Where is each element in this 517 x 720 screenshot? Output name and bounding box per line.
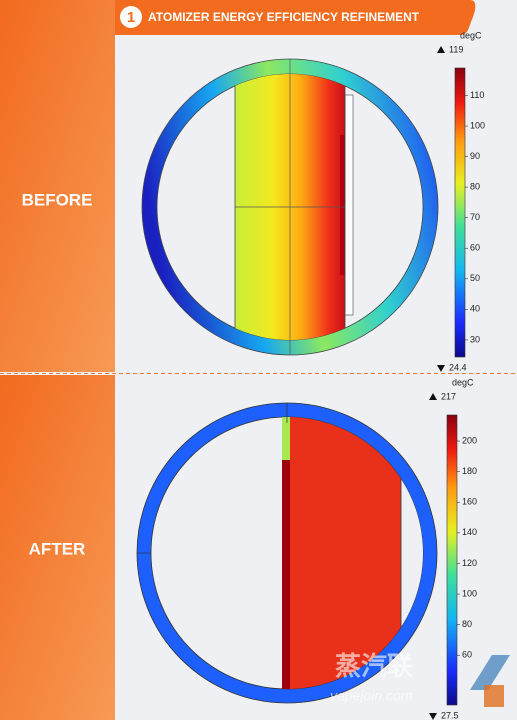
colorbar-tick-label: 140: [462, 527, 477, 537]
colorbar-tick-label: 80: [470, 182, 480, 192]
panel-label: BEFORE: [22, 190, 93, 209]
colorbar-tick-label: 50: [470, 273, 480, 283]
watermark-site: vapejoin.com: [330, 688, 413, 704]
colorbar-tick-label: 30: [470, 334, 480, 344]
colorbar-tick-label: 90: [470, 151, 480, 161]
colorbar-tick-label: 40: [470, 304, 480, 314]
colorbar-tick-label: 60: [462, 650, 472, 660]
panel-label: AFTER: [29, 539, 86, 558]
side-band: [0, 0, 115, 372]
colorbar-unit: degC: [460, 30, 482, 40]
colorbar-tick-label: 80: [462, 619, 472, 629]
colorbar-min: 27.5: [441, 710, 459, 720]
colorbar-tick-label: 160: [462, 497, 477, 507]
colorbar-min: 24.4: [449, 362, 467, 372]
header-bar: [115, 0, 476, 35]
colorbar-tick-label: 100: [462, 588, 477, 598]
colorbar-tick-label: 200: [462, 435, 477, 445]
max-marker: [429, 393, 437, 400]
colorbar-tick-label: 60: [470, 243, 480, 253]
before-simulation: [141, 58, 439, 356]
colorbar-max: 217: [441, 391, 456, 401]
colorbar-max: 119: [449, 44, 463, 54]
side-band: [0, 375, 115, 720]
header-title: ATOMIZER ENERGY EFFICIENCY REFINEMENT: [148, 10, 420, 24]
min-marker: [429, 713, 437, 720]
colorbar: [446, 414, 458, 706]
after-simulation: [136, 402, 438, 704]
colorbar-tick-label: 70: [470, 212, 480, 222]
colorbar-unit: degC: [452, 377, 474, 387]
colorbar-tick-label: 100: [470, 120, 485, 130]
colorbar-tick-label: 180: [462, 466, 477, 476]
watermark-logo: [470, 655, 510, 690]
watermark-logo: [484, 685, 504, 707]
colorbar-tick-label: 120: [462, 558, 477, 568]
colorbar: [454, 67, 466, 358]
max-marker: [437, 46, 445, 53]
min-marker: [437, 365, 445, 372]
header-number: 1: [127, 9, 135, 26]
watermark-brand: 蒸汽联: [335, 651, 413, 681]
header-badge: [120, 6, 142, 28]
colorbar-tick-label: 110: [470, 90, 484, 100]
